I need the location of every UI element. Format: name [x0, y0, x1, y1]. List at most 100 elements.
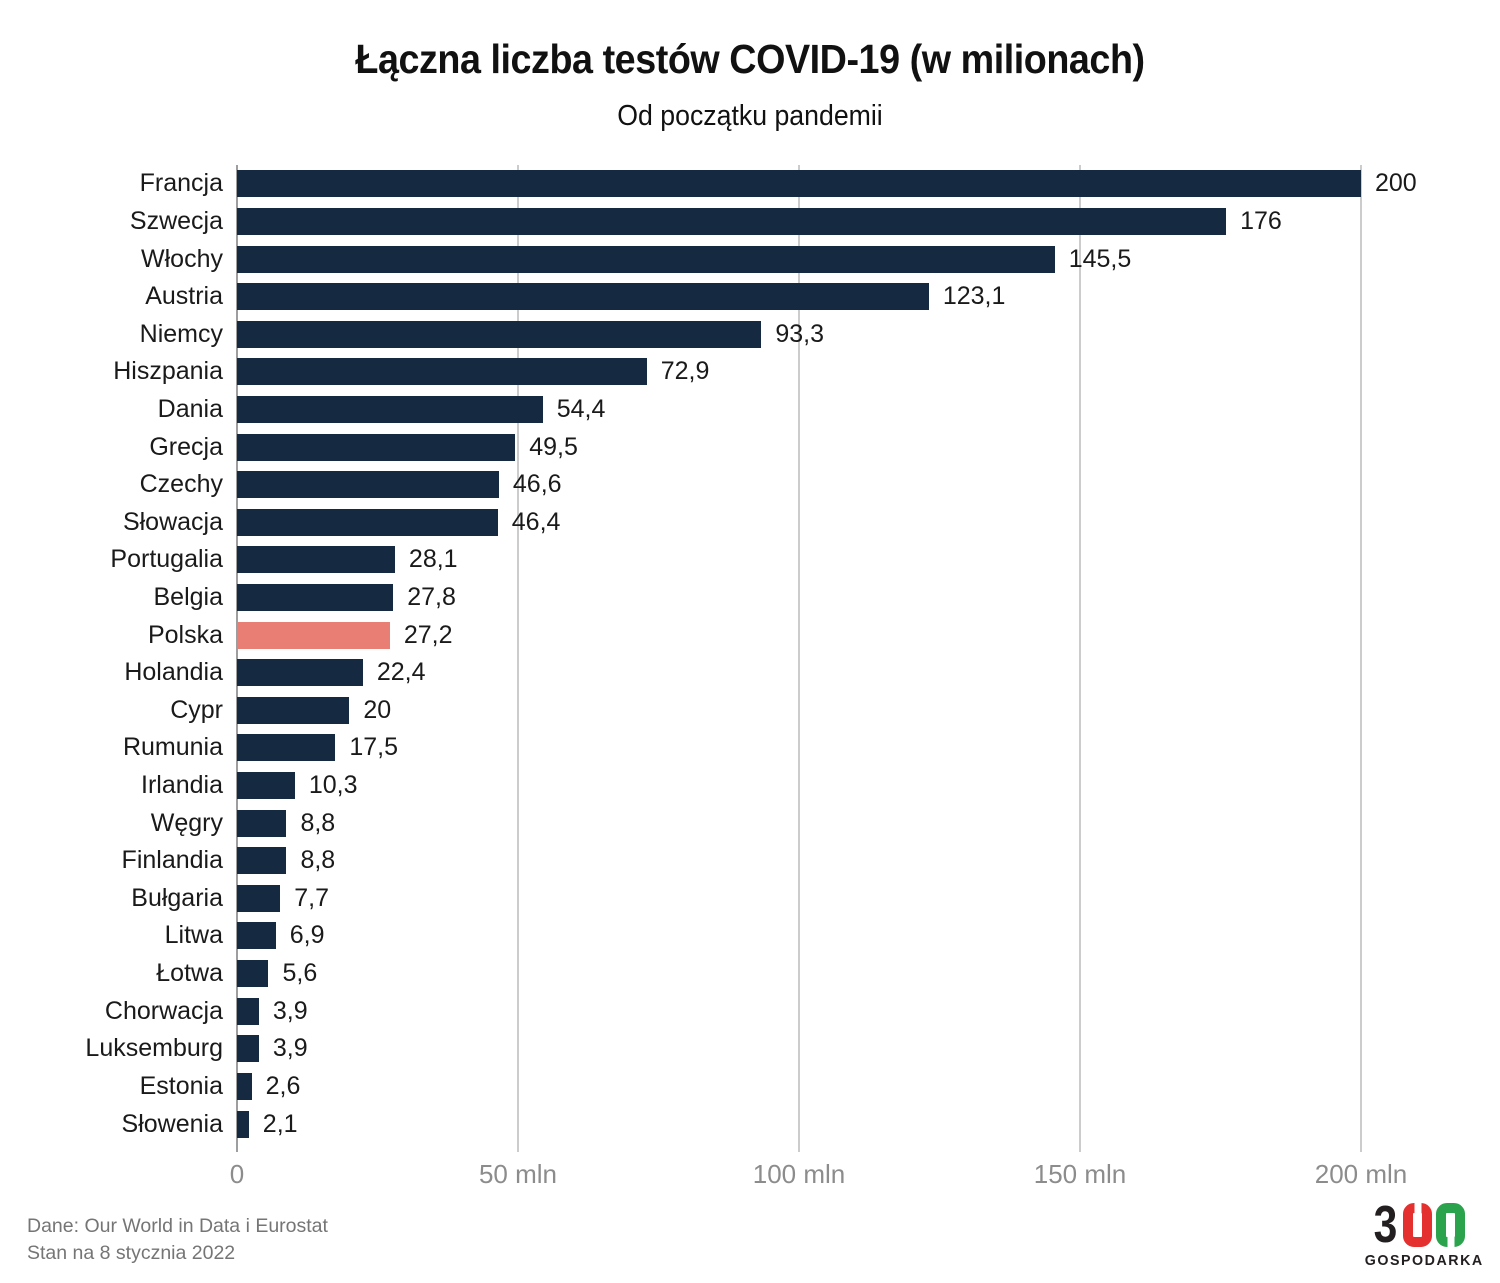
bar-row: Niemcy 93,3 [140, 315, 1361, 353]
footer-note: Dane: Our World in Data i Eurostat Stan … [27, 1213, 328, 1267]
logo-300gospodarka: 3 GOSPODARKA [1362, 1196, 1482, 1269]
bar-row: Francja 200 [140, 165, 1417, 203]
country-label: Węgry [150, 808, 223, 837]
value-label: 27,8 [407, 583, 456, 611]
x-tick-label: 200 mln [1314, 1159, 1408, 1189]
value-label: 8,8 [300, 808, 336, 837]
country-label: Rumunia [122, 733, 223, 762]
value-label: 17,5 [349, 733, 399, 762]
value-label: 200 [1375, 169, 1417, 198]
gridline [517, 165, 519, 1152]
country-label: Litwa [164, 921, 223, 950]
bar [237, 696, 350, 724]
x-tick-label: 50 mln [478, 1159, 558, 1189]
value-label: 6,9 [289, 921, 325, 950]
bar-row: Estonia 2,6 [140, 1068, 1361, 1106]
country-label: Grecja [149, 432, 223, 461]
bar-row: Rumunia 17,5 [123, 729, 1361, 767]
value-label: 93,3 [775, 319, 825, 348]
value-label: 7,7 [294, 883, 330, 912]
bar [237, 922, 276, 950]
bar [237, 283, 929, 311]
country-label: Finlandia [121, 846, 223, 875]
bar-row: Słowacja 46,4 [123, 503, 1361, 541]
country-label: Szwecja [129, 206, 223, 235]
bar-row: Belgia 27,8 [154, 579, 1361, 617]
country-label: Słowenia [121, 1109, 223, 1138]
bar [237, 546, 395, 574]
bar-chart-plot: Francja 200 Szwecja 176 Włochy 145,5 Austria 12… [85, 165, 1417, 1189]
logo-digit-3: 3 [1373, 1196, 1397, 1254]
country-label: Luksemburg [85, 1034, 223, 1063]
value-label: 72,9 [660, 357, 710, 386]
value-label: 54,4 [556, 394, 606, 423]
country-label: Irlandia [141, 771, 223, 800]
x-tick-label: 0 [229, 1159, 245, 1189]
bar-row: Grecja 49,5 [149, 428, 1361, 466]
gridline [1079, 165, 1081, 1152]
bar-row: Słowenia 2,1 [122, 1105, 1361, 1143]
bar-row: Irlandia 10,3 [141, 767, 1361, 805]
country-label: Słowacja [122, 507, 223, 536]
bar-row: Bułgaria 7,7 [131, 880, 1361, 918]
country-label: Niemcy [139, 319, 223, 348]
bar-row: Austria 123,1 [145, 278, 1361, 316]
y-axis-line [236, 165, 238, 1152]
country-label: Polska [147, 620, 223, 649]
bar-row: Węgry 8,8 [151, 804, 1361, 842]
x-tick-label: 100 mln [752, 1159, 846, 1189]
logo-number: 3 [1362, 1196, 1474, 1254]
bar [237, 433, 516, 461]
country-label: Belgia [153, 583, 224, 611]
country-label: Holandia [124, 658, 223, 687]
value-label: 2,6 [265, 1071, 301, 1100]
value-label: 8,8 [300, 846, 336, 875]
source-note: Dane: Our World in Data i Eurostat [27, 1215, 328, 1237]
bar [237, 245, 1055, 273]
value-label: 123,1 [942, 282, 1006, 311]
country-label: Hiszpania [113, 357, 223, 386]
bar-row: Hiszpania 72,9 [113, 353, 1361, 391]
bar [237, 847, 287, 875]
country-label: Włochy [141, 244, 223, 273]
country-label: Łotwa [156, 959, 223, 988]
bar [237, 395, 543, 423]
bar-row: Finlandia 8,8 [122, 842, 1361, 880]
bar [237, 584, 394, 611]
country-label: Estonia [139, 1071, 223, 1100]
bar [237, 170, 1361, 198]
bar [237, 734, 336, 762]
bar-row: Dania 54,4 [158, 391, 1361, 429]
bar [237, 884, 281, 912]
gridline [798, 165, 800, 1152]
value-label: 22,4 [376, 658, 426, 687]
value-label: 46,6 [512, 470, 562, 499]
value-label: 3,9 [272, 996, 308, 1025]
bar [237, 358, 647, 386]
bar [237, 1072, 252, 1100]
value-label: 27,2 [403, 620, 453, 649]
country-label: Francja [139, 169, 223, 198]
bar-row: Chorwacja 3,9 [105, 992, 1361, 1030]
bar-row: Cypr 20 [170, 692, 1361, 730]
bar [237, 1110, 249, 1138]
value-label: 28,1 [408, 545, 458, 574]
chart-subtitle: Od początku pandemii [617, 100, 883, 132]
country-label: Austria [145, 282, 223, 311]
bar-row: Włochy 145,5 [141, 240, 1361, 278]
bar-row: Luksemburg 3,9 [85, 1030, 1361, 1068]
value-label: 20 [363, 695, 392, 724]
bar [237, 809, 287, 837]
country-label: Dania [157, 394, 223, 423]
bar [237, 471, 499, 499]
status-note: Stan na 8 stycznia 2022 [27, 1242, 236, 1264]
logo-zero-red-icon [1403, 1203, 1433, 1247]
bar [237, 960, 269, 988]
bar-row: Polska 27,2 [148, 616, 1361, 654]
bar [237, 997, 259, 1025]
bar-row: Portugalia 28,1 [110, 541, 1361, 579]
bar [237, 659, 363, 687]
value-label: 3,9 [272, 1034, 308, 1063]
value-label: 5,6 [282, 959, 318, 988]
